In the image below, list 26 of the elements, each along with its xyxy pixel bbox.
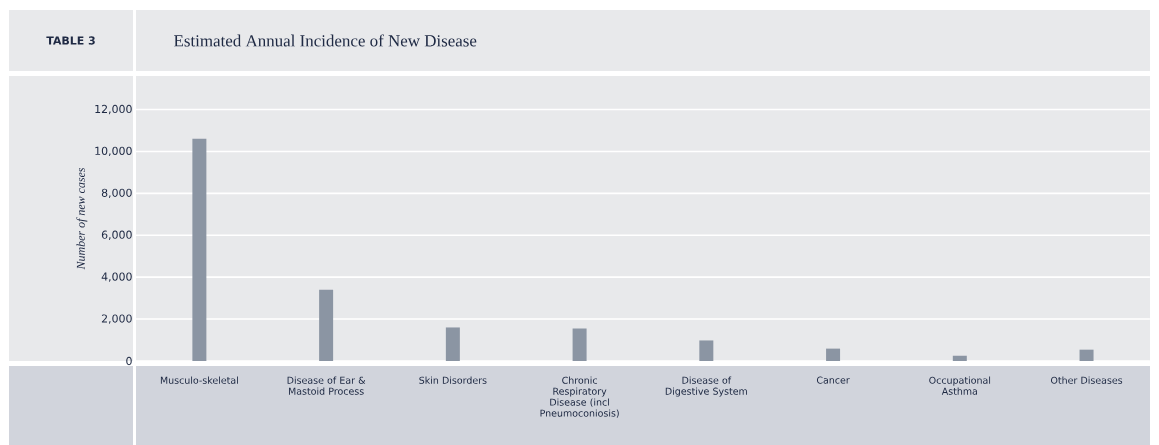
x-tick-label: Disease of Ear & Mastoid Process [287, 376, 366, 395]
x-tick-label: Chronic Respiratory Disease (incl Pneumoconiosis) [540, 376, 619, 418]
x-tick-label: Musculo-skeletal [160, 376, 238, 384]
caption: TABLE 3 [46, 36, 95, 45]
y-tick-label: 4,000 [101, 272, 132, 282]
bar [952, 355, 967, 361]
bar [699, 340, 714, 361]
y-tick-label: 12,000 [95, 104, 132, 115]
x-tick-label: Other Diseases [1050, 376, 1123, 384]
bar [445, 327, 460, 361]
chart-title: Estimated Annual Incidence of New Disease [174, 34, 477, 47]
x-tick-label: Occupational Asthma [929, 376, 991, 395]
bar [192, 138, 207, 361]
x-tick-label: Disease of Digestive System [665, 376, 747, 397]
x-tick-label: Cancer [816, 376, 850, 384]
x-tick-label: Skin Disorders [419, 376, 487, 384]
bar [826, 348, 841, 361]
y-tick-label: 8,000 [101, 188, 132, 199]
y-tick-label: 10,000 [95, 146, 132, 157]
bar [1079, 349, 1094, 361]
y-tick-label: 6,000 [101, 230, 132, 240]
y-tick-label: 2,000 [101, 314, 132, 324]
y-tick-label: 0 [126, 356, 132, 366]
bar [572, 328, 587, 361]
bar [319, 289, 334, 361]
y-axis-title: Number of new cases [76, 167, 88, 270]
